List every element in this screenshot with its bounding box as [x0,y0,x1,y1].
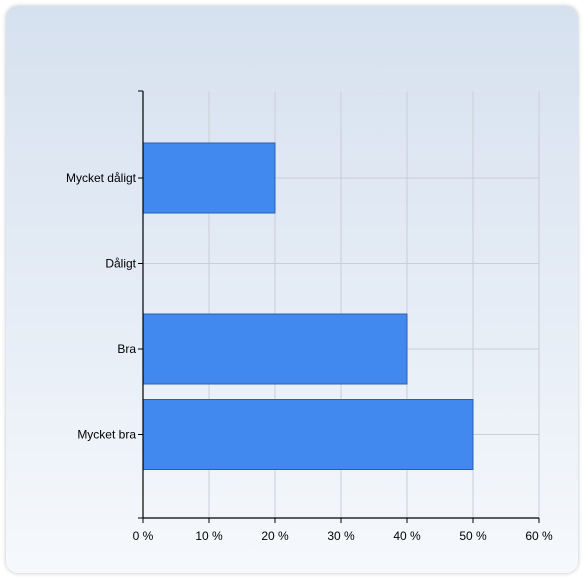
x-tick-label-3: 30 % [327,529,355,543]
x-tick-label-0: 0 % [133,529,154,543]
x-tick-label-2: 20 % [261,529,289,543]
bars [142,142,474,470]
axes [138,90,540,523]
category-labels: Mycket dåligt Dåligt Bra Mycket bra [66,171,137,442]
category-label-0: Mycket dåligt [66,171,137,185]
chart-card: Mycket dåligt Dåligt Bra Mycket bra 0 % 10 %… [6,6,578,573]
x-tick-labels: 0 % 10 % 20 % 30 % 40 % 50 % 60 % [133,529,553,543]
x-tick-label-4: 40 % [393,529,421,543]
x-tick-label-6: 60 % [525,529,553,543]
bar-0 [142,142,276,214]
category-label-3: Mycket bra [77,428,136,442]
x-tick-label-1: 10 % [195,529,223,543]
bar-3 [142,399,474,470]
x-tick-label-5: 50 % [459,529,487,543]
bar-2 [142,313,408,385]
category-label-2: Bra [117,342,136,356]
bar-chart: Mycket dåligt Dåligt Bra Mycket bra 0 % 10 %… [66,90,553,543]
category-label-1: Dåligt [105,257,136,271]
